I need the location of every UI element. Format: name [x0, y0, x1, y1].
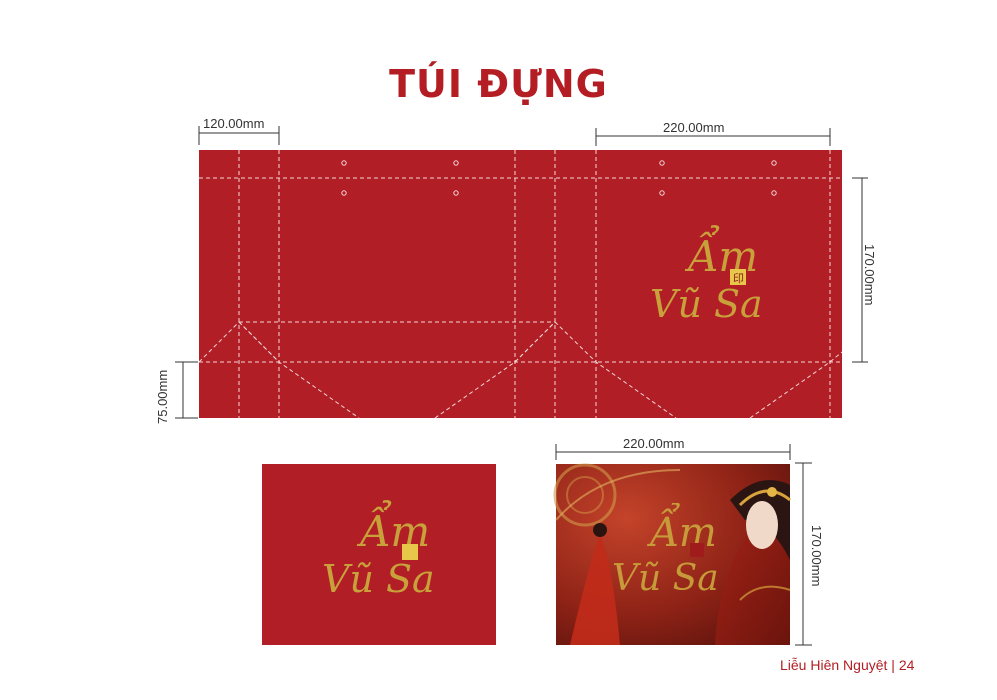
logo-line1: Ẩm [684, 224, 758, 281]
svg-text:Ẩm: Ẩm [356, 499, 430, 556]
page-footer: Liễu Hiên Nguyệt | 24 [780, 657, 915, 673]
bag-mock-plain [262, 464, 496, 645]
svg-text:Vũ Sa: Vũ Sa [322, 557, 435, 601]
logo-mock-illustrated: Ẩm Vũ Sa [612, 503, 719, 599]
dimension-front-width: 220.00mm [663, 120, 725, 135]
svg-text:Ẩm: Ẩm [646, 503, 717, 556]
logo-line2: Vũ Sa [650, 282, 763, 326]
handle-holes [341, 160, 777, 196]
logo-mock-plain: Ẩm Vũ Sa [322, 499, 435, 601]
dimension-mock-width: 220.00mm [623, 436, 685, 451]
dimension-lines [175, 126, 868, 646]
svg-text:Vũ Sa: Vũ Sa [612, 558, 719, 599]
page-title: TÚI ĐỰNG [389, 62, 608, 106]
logo-dieline: Ẩm 印 Vũ Sa [650, 224, 763, 326]
dimension-side-width: 120.00mm [203, 116, 265, 131]
fold-lines [198, 150, 843, 419]
logo-seal: 印 [733, 272, 744, 285]
bag-mock-illustrated [553, 463, 791, 645]
